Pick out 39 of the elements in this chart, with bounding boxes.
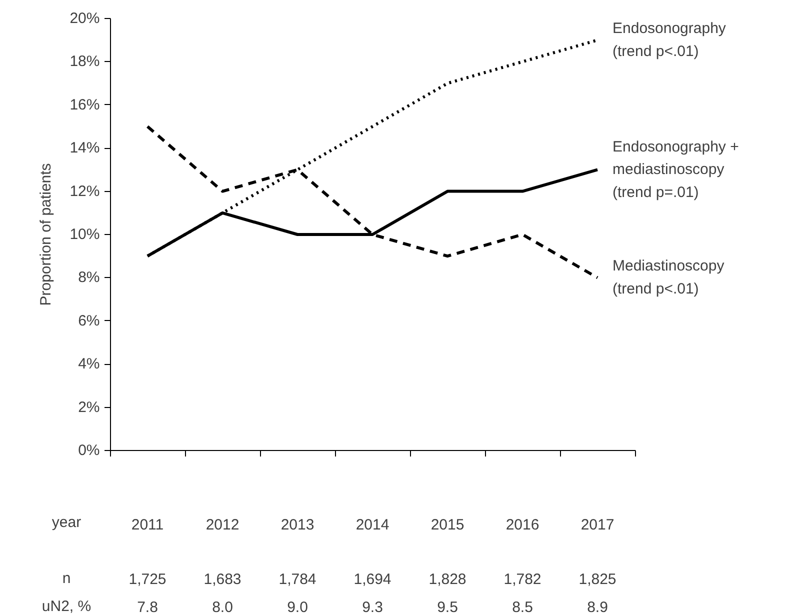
text: 1,828: [428, 571, 466, 588]
series-label: Mediastinoscopy (trend p<.01): [612, 258, 725, 298]
text: 8.9: [587, 599, 608, 616]
y-tick-label: 8%: [78, 269, 100, 286]
x-tick-label: 2013: [280, 516, 314, 534]
x-tick-label: 2014: [356, 516, 390, 534]
text: 8.5: [512, 599, 533, 616]
text: 9.5: [437, 599, 458, 616]
text: 9.0: [287, 599, 308, 616]
y-tick-label: 14%: [70, 140, 100, 157]
text: uN2, %: [42, 598, 92, 615]
series-label: Endosonography (trend p<.01): [612, 20, 726, 60]
y-tick-label: 12%: [70, 182, 100, 200]
text: 8.0: [212, 599, 233, 616]
text: 1,825: [578, 571, 616, 588]
text: 1,782: [504, 571, 542, 588]
x-tick-label: 2017: [580, 516, 614, 534]
x-tick-label: 2012: [206, 516, 240, 534]
text: n: [62, 570, 71, 587]
x-axis-title: year: [52, 514, 82, 531]
text: 9.3: [362, 599, 383, 616]
x-tick-label: 2016: [506, 516, 540, 534]
y-tick-label: 20%: [70, 10, 100, 27]
x-tick-label: 2011: [131, 516, 164, 534]
y-tick-label: 4%: [78, 356, 100, 373]
y-tick-label: 2%: [78, 398, 100, 416]
text: 1,784: [278, 571, 316, 588]
y-axis-title: Proportion of patients: [37, 163, 54, 306]
y-tick-label: 6%: [78, 312, 100, 330]
y-tick-label: 18%: [70, 53, 100, 70]
text: 1,694: [354, 571, 392, 588]
text: 1,725: [128, 571, 166, 588]
series-label: Endosonography + mediastinoscopy (trend p=.01): [612, 138, 740, 202]
x-tick-label: 2015: [430, 516, 464, 534]
text: 1,683: [204, 571, 242, 588]
y-tick-label: 0%: [78, 442, 100, 459]
y-tick-label: 16%: [70, 96, 100, 114]
y-tick-label: 10%: [70, 226, 100, 243]
text: 7.8: [137, 599, 158, 616]
